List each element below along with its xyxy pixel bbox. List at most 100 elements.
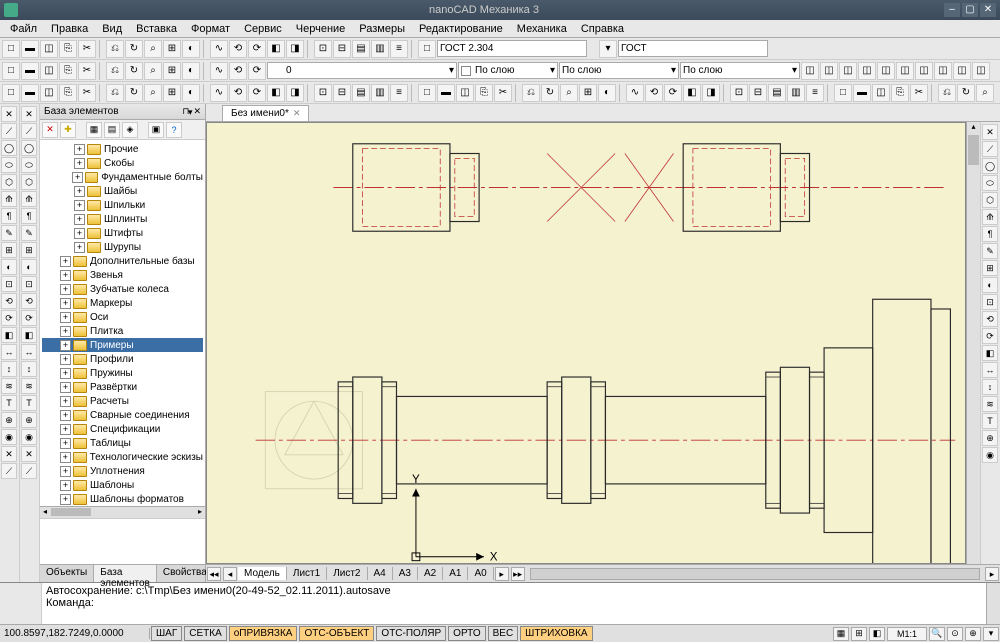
tree-node[interactable]: +Дополнительные базы [42, 254, 203, 268]
menu-файл[interactable]: Файл [4, 22, 43, 36]
toolbar-button[interactable]: ⎘ [475, 84, 493, 102]
viewport-vscroll[interactable]: ▴ [966, 122, 980, 564]
panel-tab[interactable]: База элементов [94, 565, 157, 582]
side-tool[interactable]: ◧ [21, 327, 37, 343]
toolbar-button[interactable]: ▬ [21, 84, 39, 102]
toolbar-button[interactable]: ⟲ [229, 62, 247, 80]
minimize-button[interactable]: – [944, 3, 960, 17]
toolbar-button[interactable]: ∿ [210, 40, 228, 58]
tree-node[interactable]: +Шурупы [42, 240, 203, 254]
tree-node[interactable]: +Уплотнения [42, 464, 203, 478]
tree-scroll-left[interactable]: ◂ [40, 507, 50, 518]
linetype-select[interactable]: По слою ▾ [559, 62, 679, 79]
color-select[interactable]: По слою ▾ [458, 62, 558, 79]
menu-сервис[interactable]: Сервис [238, 22, 288, 36]
status-toggle-опривязка[interactable]: оПРИВЯЗКА [229, 626, 298, 641]
toolbar-button[interactable]: ⊞ [579, 84, 597, 102]
tree-node[interactable]: +Шайбы [42, 184, 203, 198]
side-tool[interactable]: ¶ [1, 208, 17, 224]
status-icon-7[interactable]: ▾ [983, 627, 999, 641]
menu-размеры[interactable]: Размеры [353, 22, 411, 36]
toolbar-button[interactable]: ◫ [456, 84, 474, 102]
toolbar-button[interactable]: ◧ [683, 84, 701, 102]
tree-node[interactable]: +Скобы [42, 156, 203, 170]
side-tool[interactable]: ✕ [982, 124, 998, 140]
toolbar-button[interactable]: ◫ [972, 62, 990, 80]
toolbar-button[interactable]: ↻ [957, 84, 975, 102]
tree-node[interactable]: +Плитка [42, 324, 203, 338]
side-tool[interactable]: ↕ [21, 361, 37, 377]
menu-правка[interactable]: Правка [45, 22, 94, 36]
side-tool[interactable]: ⟲ [21, 293, 37, 309]
menu-редактирование[interactable]: Редактирование [413, 22, 509, 36]
tree-node[interactable]: +Шаблоны форматов [42, 492, 203, 506]
side-tool[interactable]: ⟰ [982, 209, 998, 225]
side-tool[interactable]: ✕ [1, 106, 17, 122]
tree-node[interactable]: +Таблицы [42, 436, 203, 450]
toolbar-button[interactable]: □ [418, 84, 436, 102]
model-hscroll-right[interactable]: ▸ [985, 567, 999, 581]
toolbar-button[interactable]: ✂ [78, 62, 96, 80]
menu-механика[interactable]: Механика [511, 22, 573, 36]
toolbar-button[interactable]: ◫ [801, 62, 819, 80]
toolbar-button[interactable]: ◐ [182, 62, 200, 80]
side-tool[interactable]: ⊞ [21, 242, 37, 258]
toolbar-button[interactable]: ⊞ [163, 40, 181, 58]
side-tool[interactable]: ✕ [21, 446, 37, 462]
toolbar-button[interactable]: ✂ [494, 84, 512, 102]
menu-вид[interactable]: Вид [96, 22, 128, 36]
toolbar-button[interactable]: □ [2, 62, 20, 80]
toolbar-button[interactable]: ◫ [40, 84, 58, 102]
model-tab[interactable]: A0 [468, 567, 493, 580]
tree-node[interactable]: +Оси [42, 310, 203, 324]
toolbar-button[interactable]: ◨ [286, 40, 304, 58]
panel-tool-4[interactable]: ▣ [148, 122, 164, 138]
menu-черчение[interactable]: Черчение [290, 22, 352, 36]
tree-node[interactable]: +Маркеры [42, 296, 203, 310]
side-tool[interactable]: ⟋ [982, 141, 998, 157]
side-tool[interactable]: ≋ [1, 378, 17, 394]
toolbar-button[interactable]: ⎘ [891, 84, 909, 102]
toolbar-button[interactable]: □ [2, 40, 20, 58]
side-tool[interactable]: ⊞ [982, 260, 998, 276]
status-toggle-орто[interactable]: ОРТО [448, 626, 485, 641]
tree-node[interactable]: +Профили [42, 352, 203, 366]
tree-node[interactable]: +Фундаментные болты [42, 170, 203, 184]
toolbar-button[interactable]: ◧ [267, 84, 285, 102]
toolbar-button[interactable]: ⊟ [333, 40, 351, 58]
side-tool[interactable]: ⟲ [1, 293, 17, 309]
side-tool[interactable]: ↔ [982, 362, 998, 378]
toolbar-button[interactable]: ↻ [125, 40, 143, 58]
side-tool[interactable]: ◧ [1, 327, 17, 343]
menu-вставка[interactable]: Вставка [130, 22, 183, 36]
tree-scroll-right[interactable]: ▸ [195, 507, 205, 518]
toolbar-button[interactable]: ⟳ [664, 84, 682, 102]
toolbar-button[interactable]: ✂ [78, 84, 96, 102]
toolbar-button[interactable]: ⊞ [163, 62, 181, 80]
panel-tool-1[interactable]: ▦ [86, 122, 102, 138]
toolbar-button[interactable]: ⎌ [106, 62, 124, 80]
side-tool[interactable]: ⬭ [982, 175, 998, 191]
tree-node[interactable]: +Зубчатые колеса [42, 282, 203, 296]
tree-node[interactable]: +Шплинты [42, 212, 203, 226]
toolbar-button[interactable]: □ [418, 40, 436, 58]
side-tool[interactable]: ⟋ [21, 123, 37, 139]
status-toggle-штриховка[interactable]: ШТРИХОВКА [520, 626, 592, 641]
gost-standard-input[interactable] [618, 40, 768, 57]
toolbar-button[interactable]: ◫ [896, 62, 914, 80]
panel-tool-3[interactable]: ◈ [122, 122, 138, 138]
tree-node[interactable]: +Развёртки [42, 380, 203, 394]
toolbar-button[interactable]: ⌕ [144, 62, 162, 80]
tree-node[interactable]: +Примеры [42, 338, 203, 352]
panel-tool-help[interactable]: ? [166, 122, 182, 138]
toolbar-button[interactable]: ▤ [352, 40, 370, 58]
toolbar-button[interactable]: ◫ [915, 62, 933, 80]
panel-tool-delete[interactable]: ✕ [42, 122, 58, 138]
tree-node[interactable]: +Пружины [42, 366, 203, 380]
tree-node[interactable]: +Шаблоны [42, 478, 203, 492]
side-tool[interactable]: ◧ [982, 345, 998, 361]
side-tool[interactable]: ⊕ [21, 412, 37, 428]
side-tool[interactable]: ⟰ [1, 191, 17, 207]
side-tool[interactable]: ⟳ [21, 310, 37, 326]
toolbar-button[interactable]: ▬ [437, 84, 455, 102]
